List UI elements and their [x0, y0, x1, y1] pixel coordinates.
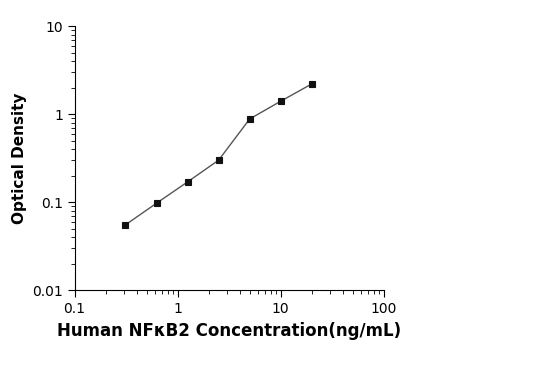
Y-axis label: Optical Density: Optical Density [12, 92, 27, 224]
X-axis label: Human NFκB2 Concentration(ng/mL): Human NFκB2 Concentration(ng/mL) [57, 321, 401, 340]
